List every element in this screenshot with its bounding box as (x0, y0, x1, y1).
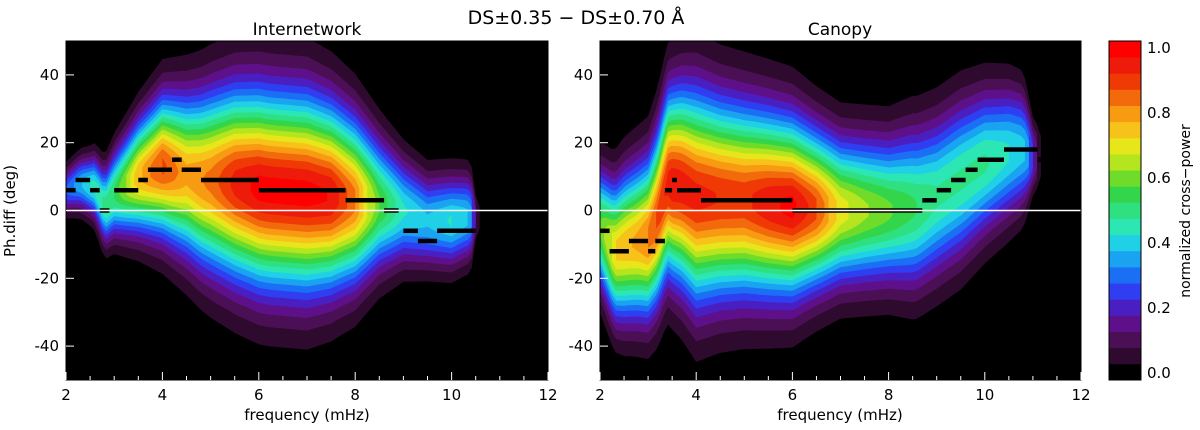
y-tick-label: -20 (569, 269, 594, 287)
colorbar-swatch (1109, 267, 1141, 284)
heatmap-contours (600, 41, 1041, 362)
colorbar-swatch (1109, 186, 1141, 203)
colorbar-ticks: 0.0 0.2 0.4 0.6 0.8 1.0 (1147, 39, 1171, 382)
x-tick-label: 2 (595, 386, 605, 404)
y-tick-label: -40 (569, 337, 594, 355)
y-tick-label: 0 (49, 202, 59, 220)
colorbar-tick-label: 0.8 (1147, 104, 1171, 122)
colorbar-swatch (1109, 315, 1141, 332)
colorbar-tick-label: 0.2 (1147, 299, 1171, 317)
panel-title: Internetwork (253, 20, 362, 40)
y-tick-label: 0 (583, 202, 593, 220)
colorbar-tick-label: 0.0 (1147, 364, 1171, 382)
colorbar-swatch (1109, 202, 1141, 219)
x-tick-label: 4 (691, 386, 701, 404)
colorbar-swatch (1109, 170, 1141, 187)
panel-title: Canopy (808, 20, 872, 40)
contour-band (752, 185, 809, 229)
y-axis-label: Ph.diff (deg) (1, 165, 19, 257)
x-tick-label: 10 (975, 386, 994, 404)
axes: 2 4 6 8 10 12 -40 -20 0 20 40 (569, 66, 1091, 404)
x-tick-label: 4 (158, 386, 168, 404)
y-tick-label: 40 (574, 66, 593, 84)
colorbar-swatch (1109, 283, 1141, 300)
colorbar-swatch (1109, 299, 1141, 316)
colorbar-swatch (1109, 41, 1141, 58)
colorbar-tick-label: 0.6 (1147, 169, 1171, 187)
colorbar-swatch (1109, 89, 1141, 106)
colorbar-swatch (1109, 57, 1141, 74)
colorbar-swatch (1109, 154, 1141, 171)
colorbar-swatch (1109, 250, 1141, 268)
x-axis-label: frequency (mHz) (244, 406, 369, 424)
y-tick-label: 20 (40, 134, 59, 152)
colorbar-frame (1108, 40, 1142, 381)
x-tick-label: 2 (61, 386, 71, 404)
colorbar-swatch (1109, 105, 1141, 123)
colorbar-tick-label: 0.4 (1147, 234, 1171, 252)
colorbar-label: normalized cross−power (1178, 124, 1194, 298)
x-tick-label: 12 (1071, 386, 1090, 404)
y-tick-label: 40 (40, 66, 59, 84)
x-tick-label: 6 (254, 386, 264, 404)
panel-canopy: Canopy 2 4 6 8 10 12 -40 -20 0 20 40 frequency (mH… (569, 20, 1091, 424)
colorbar-tick-label: 1.0 (1147, 39, 1171, 57)
colorbar-swatch (1109, 137, 1141, 155)
axes: 2 4 6 8 10 12 -40 -20 0 20 40 (35, 66, 558, 404)
x-tick-label: 10 (442, 386, 461, 404)
colorbar-swatches (1109, 41, 1141, 381)
colorbar-swatch (1109, 331, 1141, 349)
x-axis-label: frequency (mHz) (777, 406, 902, 424)
colorbar-swatch (1109, 73, 1141, 90)
figure-title: DS±0.35 − DS±0.70 Å (468, 6, 685, 29)
panel-internetwork: Internetwork 2 4 6 8 10 12 -40 -20 0 20 40 frequen… (1, 20, 558, 424)
x-tick-label: 8 (350, 386, 360, 404)
colorbar-swatch (1109, 234, 1141, 252)
y-tick-label: -20 (35, 269, 60, 287)
colorbar-swatch (1109, 363, 1141, 381)
y-tick-label: -40 (35, 337, 60, 355)
x-tick-label: 8 (884, 386, 894, 404)
x-tick-label: 6 (788, 386, 798, 404)
y-tick-label: 20 (574, 134, 593, 152)
colorbar-swatch (1109, 218, 1141, 236)
contour-band (447, 214, 452, 227)
colorbar-swatch (1109, 121, 1141, 139)
colorbar-swatch (1109, 347, 1141, 365)
x-tick-label: 12 (538, 386, 557, 404)
colorbar: 0.0 0.2 0.4 0.6 0.8 1.0 normalized cross−powe… (1108, 39, 1194, 382)
